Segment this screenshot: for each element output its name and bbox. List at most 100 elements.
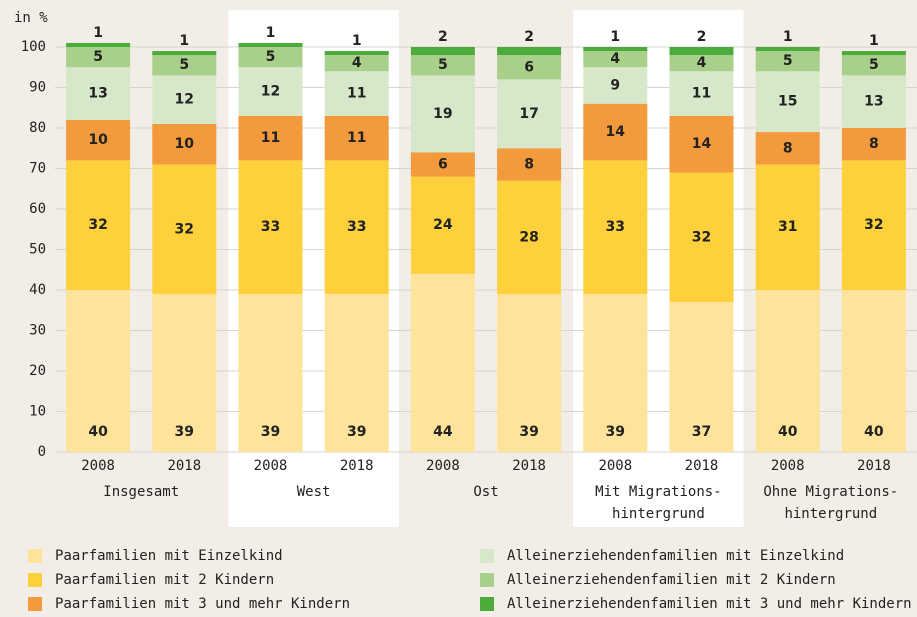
- value-label: 2: [524, 29, 534, 45]
- value-label: 8: [783, 140, 793, 156]
- value-label: 14: [692, 136, 712, 152]
- legend-label: Alleinerziehendenfamilien mit Einzelkind: [507, 548, 844, 564]
- x-tick-label: 2008: [81, 458, 115, 474]
- bar-segment: [669, 302, 734, 452]
- bar-segment: [410, 176, 475, 274]
- x-tick-label: 2018: [167, 458, 201, 474]
- bar-segment: [669, 55, 734, 72]
- y-tick-label: 50: [29, 242, 46, 258]
- bar-segment: [669, 172, 734, 303]
- bar-segment: [324, 51, 389, 56]
- value-label: 39: [519, 424, 538, 440]
- value-label: 5: [93, 49, 103, 65]
- y-tick-label: 20: [29, 363, 46, 379]
- x-tick-label: 2018: [340, 458, 374, 474]
- bar-segment: [583, 47, 648, 52]
- value-label: 8: [524, 156, 534, 172]
- value-label: 12: [175, 92, 194, 108]
- value-label: 12: [261, 84, 280, 100]
- value-label: 2: [697, 29, 707, 45]
- bar-segment: [66, 119, 131, 161]
- x-tick-label: 2008: [426, 458, 460, 474]
- value-label: 39: [175, 424, 194, 440]
- group-label: Ost: [473, 484, 498, 500]
- value-label: 11: [347, 86, 366, 102]
- bar-segment: [583, 294, 648, 452]
- group-label: Mit Migrations-: [595, 484, 721, 500]
- bar-segment: [841, 290, 906, 452]
- y-tick-label: 80: [29, 120, 46, 136]
- bar-segment: [238, 294, 303, 452]
- value-label: 44: [433, 424, 453, 440]
- bar-segment: [66, 67, 131, 120]
- value-label: 39: [606, 424, 625, 440]
- value-label: 1: [783, 29, 793, 45]
- value-label: 5: [438, 57, 448, 73]
- value-label: 37: [692, 424, 711, 440]
- value-label: 9: [610, 77, 620, 93]
- bar-segment: [583, 103, 648, 161]
- value-label: 6: [438, 156, 448, 172]
- bar-segment: [497, 55, 562, 80]
- bar-segment: [66, 290, 131, 452]
- y-axis-label: in %: [14, 10, 48, 26]
- value-label: 33: [261, 219, 280, 235]
- bar-segment: [152, 164, 217, 295]
- value-label: 33: [347, 219, 366, 235]
- x-tick-label: 2008: [254, 458, 288, 474]
- bar-segment: [152, 294, 217, 452]
- bar-segment: [324, 71, 389, 116]
- value-label: 14: [606, 124, 626, 140]
- group-label: Insgesamt: [103, 484, 179, 500]
- value-label: 4: [352, 55, 362, 71]
- legend-label: Alleinerziehendenfamilien mit 3 und mehr…: [507, 596, 912, 612]
- value-label: 6: [524, 59, 534, 75]
- x-tick-label: 2018: [512, 458, 546, 474]
- value-label: 13: [864, 94, 883, 110]
- bar-segment: [755, 164, 820, 290]
- group-label: West: [297, 484, 331, 500]
- bar-segment: [583, 51, 648, 68]
- group-label: hintergrund: [784, 506, 877, 522]
- value-label: 5: [869, 57, 879, 73]
- value-label: 17: [519, 106, 538, 122]
- value-label: 31: [778, 219, 797, 235]
- value-label: 32: [175, 221, 194, 237]
- bar-segment: [841, 128, 906, 161]
- bar-segment: [755, 132, 820, 165]
- bar-segment: [755, 51, 820, 72]
- bar-segment: [152, 123, 217, 165]
- value-label: 33: [606, 219, 625, 235]
- value-label: 39: [347, 424, 366, 440]
- bar-segment: [152, 75, 217, 124]
- bar-segment: [324, 160, 389, 295]
- legend-label: Paarfamilien mit 3 und mehr Kindern: [55, 596, 350, 612]
- bar-segment: [238, 42, 303, 47]
- bar-segment: [410, 75, 475, 153]
- group-label: Ohne Migrations-: [763, 484, 898, 500]
- value-label: 1: [610, 29, 620, 45]
- bar-segment: [583, 67, 648, 104]
- y-tick-label: 0: [38, 444, 46, 460]
- bar-segment: [841, 51, 906, 56]
- bar-segment: [669, 47, 734, 56]
- bar-segment: [324, 294, 389, 452]
- y-tick-label: 60: [29, 201, 46, 217]
- x-tick-label: 2008: [771, 458, 805, 474]
- bar-segment: [324, 115, 389, 161]
- bar-segment: [238, 47, 303, 68]
- bar-segment: [152, 55, 217, 76]
- bar-segment: [497, 79, 562, 149]
- value-label: 8: [869, 136, 879, 152]
- x-tick-label: 2018: [857, 458, 891, 474]
- bar-segment: [410, 47, 475, 56]
- legend-swatch: [480, 549, 494, 563]
- bar-segment: [755, 290, 820, 452]
- bar-segment: [410, 273, 475, 452]
- value-label: 4: [697, 55, 707, 71]
- value-label: 40: [864, 424, 884, 440]
- value-label: 24: [433, 217, 453, 233]
- bar-segment: [410, 55, 475, 76]
- value-label: 2: [438, 29, 448, 45]
